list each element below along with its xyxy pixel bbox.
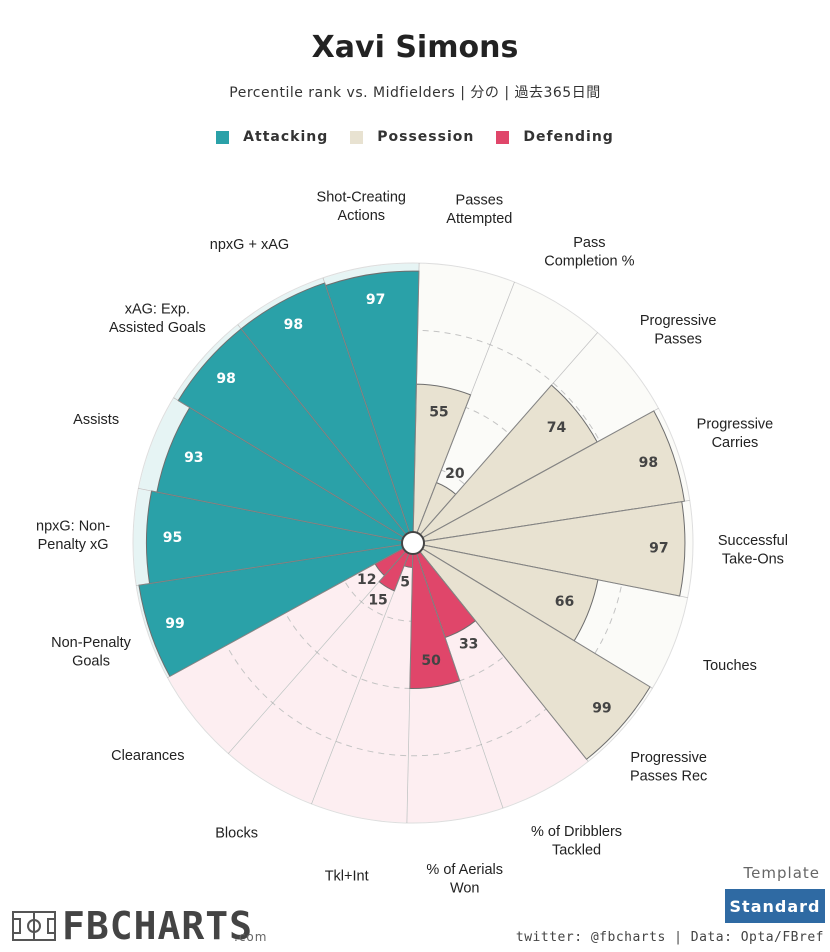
value-label-touches: 66 — [555, 594, 574, 610]
axis-label-xag-exp-assisted-goals: xAG: Exp. Assisted Goals — [109, 302, 206, 337]
pitch-icon — [12, 911, 56, 941]
slice-divider — [422, 548, 653, 689]
axis-label-touches: Touches — [703, 658, 757, 674]
template-value-badge: Standard — [725, 889, 825, 923]
slice-divider — [237, 324, 407, 535]
value-label-progressive-carries: 98 — [639, 455, 658, 471]
center-hub — [401, 531, 425, 555]
value-label-successful-take-ons: 97 — [649, 540, 668, 556]
axis-label-of-dribblers-tackled: % of Dribblers Tackled — [531, 824, 622, 859]
value-label-of-dribblers-tackled: 33 — [459, 636, 478, 652]
slice-divider — [416, 281, 515, 533]
slice-divider — [228, 551, 407, 754]
legend-swatch-attacking — [216, 130, 230, 144]
axis-label-progressive-carries: Progressive Carries — [697, 416, 774, 451]
legend-label-attacking: Attacking — [243, 129, 329, 145]
axis-label-successful-take-ons: Successful Take-Ons — [718, 533, 788, 568]
axis-label-progressive-passes-rec: Progressive Passes Rec — [630, 750, 707, 785]
slice-divider — [423, 544, 688, 599]
slice-divider — [167, 547, 404, 679]
legend: Attacking Possession Defending — [0, 129, 830, 145]
value-label-progressive-passes-rec: 99 — [592, 701, 611, 717]
slice-divider — [173, 397, 404, 538]
outer-ring — [132, 262, 694, 824]
value-label-assists: 93 — [184, 450, 203, 466]
value-label-shot-creating-actions: 97 — [366, 292, 385, 308]
brand-logo: FBCHARTS .com — [12, 904, 266, 948]
slice-divider — [416, 553, 504, 809]
axis-label-non-penalty-goals: Non-Penalty Goals — [51, 635, 132, 670]
chart-title: Xavi Simons — [311, 30, 519, 65]
template-label: Template — [743, 864, 820, 882]
slice-divider — [138, 487, 403, 542]
slice-divider — [412, 263, 420, 533]
value-label-clearances: 12 — [357, 572, 376, 588]
axis-label-progressive-passes: Progressive Passes — [640, 313, 717, 348]
value-label-pass-completion: 20 — [445, 466, 465, 482]
axis-label-pass-completion: Pass Completion % — [544, 235, 634, 269]
legend-swatch-defending — [496, 130, 510, 144]
brand-name: FBCHARTS — [62, 904, 254, 948]
chart-subtitle: Percentile rank vs. Midfielders | 分の | 過… — [229, 85, 601, 101]
brand-suffix: .com — [234, 930, 268, 944]
legend-item-attacking: Attacking — [216, 129, 328, 145]
axis-label-npxg-non-penalty-xg: npxG: Non-Penalty xG — [36, 518, 110, 553]
legend-label-possession: Possession — [377, 129, 475, 145]
value-label-non-penalty-goals: 99 — [165, 616, 184, 632]
value-label-tkl-int: 5 — [400, 575, 410, 591]
value-label-xag-exp-assisted-goals: 98 — [216, 371, 235, 387]
slice-divider — [406, 553, 414, 823]
legend-item-defending: Defending — [496, 129, 613, 145]
axis-label-shot-creating-actions: Shot-Creating Actions — [317, 190, 406, 225]
legend-swatch-possession — [350, 130, 364, 144]
slice-divider — [136, 544, 403, 586]
data-credit: twitter: @fbcharts | Data: Opta/FBref — [515, 930, 824, 945]
value-label-npxg-xag: 98 — [284, 317, 303, 333]
axis-label-tkl-int: Tkl+Int — [325, 868, 369, 884]
axis-label-npxg-xag: npxG + xAG — [210, 237, 289, 253]
slice-divider — [419, 551, 589, 762]
axis-label-assists: Assists — [73, 412, 119, 428]
axis-label-of-aerials-won: % of Aerials Won — [426, 862, 503, 897]
legend-item-possession: Possession — [350, 129, 474, 145]
slice-divider — [311, 553, 410, 805]
axis-label-passes-attempted: Passes Attempted — [446, 192, 512, 227]
slice-divider — [322, 277, 410, 533]
value-label-of-aerials-won: 50 — [421, 653, 441, 669]
slice-divider — [423, 500, 690, 542]
legend-label-defending: Defending — [523, 129, 614, 145]
value-label-passes-attempted: 55 — [429, 405, 448, 421]
value-label-blocks: 15 — [368, 593, 387, 609]
axis-label-clearances: Clearances — [111, 748, 184, 764]
value-label-npxg-non-penalty-xg: 95 — [163, 530, 182, 546]
slice-divider — [419, 332, 598, 535]
value-label-progressive-passes: 74 — [547, 420, 567, 436]
slice-divider — [422, 407, 659, 539]
axis-label-blocks: Blocks — [215, 826, 258, 842]
